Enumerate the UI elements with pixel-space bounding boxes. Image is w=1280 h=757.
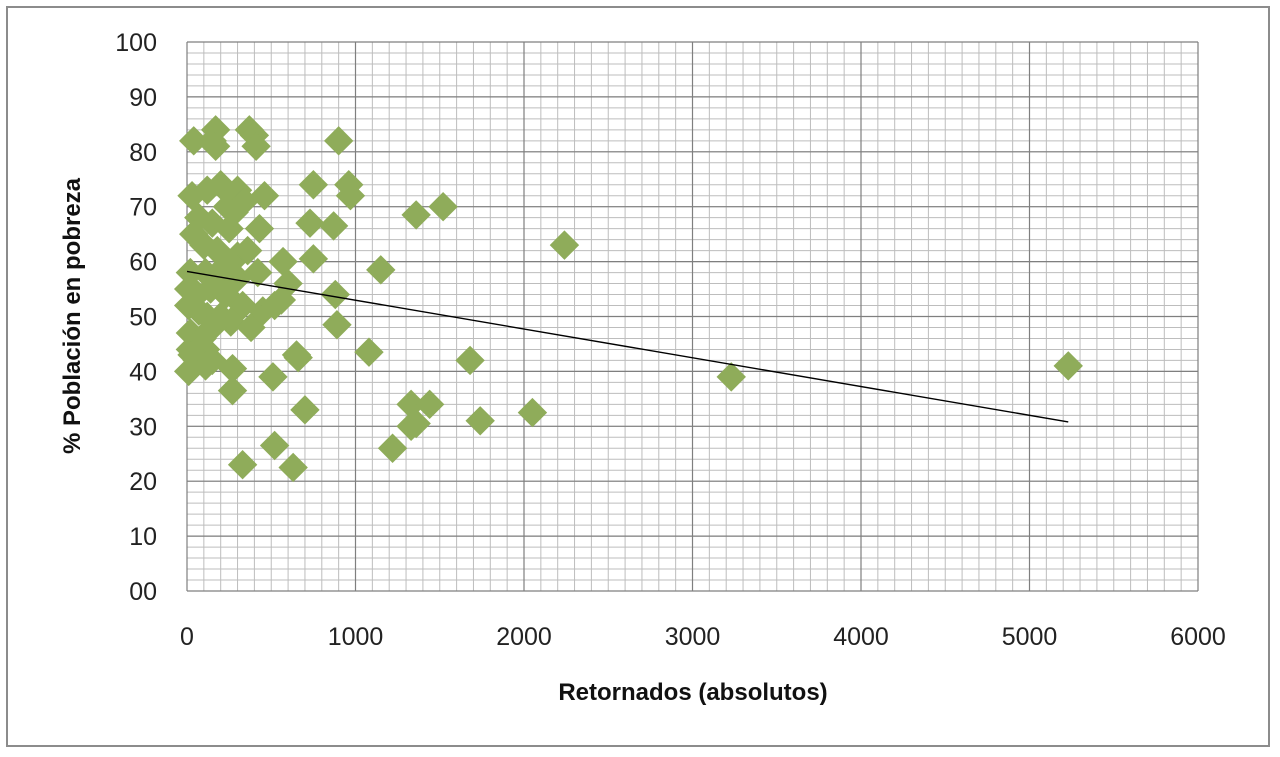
data-point (318, 211, 349, 241)
data-point (298, 244, 329, 274)
data-point (335, 181, 366, 211)
data-point (219, 197, 249, 227)
data-point (290, 395, 320, 425)
y-tick-label: 40 (129, 358, 157, 386)
data-point (298, 170, 329, 200)
y-tick-label: 100 (115, 29, 157, 57)
x-tick-label: 4000 (833, 623, 889, 651)
data-point (217, 375, 248, 406)
data-point (322, 310, 352, 340)
data-point (283, 342, 313, 373)
x-tick-label: 2000 (496, 623, 552, 651)
data-point (278, 452, 308, 483)
data-point (295, 208, 325, 238)
data-point (320, 279, 350, 310)
y-tick-label: 20 (129, 468, 157, 496)
data-point (258, 362, 288, 392)
data-point (249, 181, 280, 211)
x-tick-label: 1000 (328, 623, 384, 651)
x-axis-tick-labels: 0 1000 2000 3000 4000 5000 6000 (180, 623, 1226, 651)
x-tick-label: 6000 (1170, 623, 1226, 651)
y-tick-label: 90 (129, 84, 157, 112)
x-tick-label: 3000 (665, 623, 721, 651)
y-tick-label: 80 (129, 139, 157, 167)
data-point (241, 131, 271, 162)
data-point (354, 337, 384, 367)
data-point (236, 312, 266, 343)
data-point (366, 255, 396, 285)
x-tick-label: 0 (180, 623, 194, 651)
y-tick-label: 60 (129, 249, 157, 277)
y-axis-tick-labels: 00 10 20 30 40 50 60 70 80 90 100 (115, 29, 157, 606)
data-points (173, 115, 1083, 483)
data-point (716, 362, 746, 392)
data-point (401, 200, 431, 230)
data-point (244, 213, 275, 244)
data-point (428, 191, 458, 222)
data-point (414, 389, 445, 420)
data-point (465, 406, 495, 436)
data-point (377, 433, 408, 463)
data-point (455, 345, 485, 376)
x-axis-title: Retornados (absolutos) (558, 679, 827, 706)
data-point (517, 397, 548, 428)
data-point (323, 126, 354, 156)
data-point (200, 131, 231, 162)
data-point (268, 246, 298, 277)
y-tick-label: 70 (129, 194, 157, 222)
data-point (549, 230, 580, 260)
data-point (173, 356, 204, 387)
data-point (401, 408, 431, 439)
data-point (243, 257, 273, 288)
trendline-layer (186, 270, 1069, 423)
data-point (232, 235, 263, 266)
data-point (266, 285, 297, 315)
data-point (227, 450, 258, 480)
y-axis-title: % Población en pobreza (59, 177, 86, 454)
y-tick-label: 50 (129, 304, 157, 332)
data-point (1053, 351, 1083, 381)
trendline (186, 270, 1069, 423)
y-tick-label: 00 (129, 578, 157, 606)
data-point (259, 430, 290, 461)
major-gridlines (186, 41, 1199, 592)
x-tick-label: 5000 (1002, 623, 1058, 651)
y-tick-label: 30 (129, 413, 157, 441)
y-tick-label: 10 (129, 523, 157, 551)
